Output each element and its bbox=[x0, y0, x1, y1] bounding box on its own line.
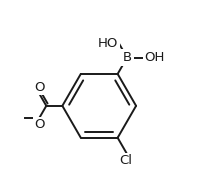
Text: Cl: Cl bbox=[120, 154, 133, 167]
Text: O: O bbox=[34, 81, 44, 94]
Text: B: B bbox=[123, 51, 132, 64]
Text: O: O bbox=[34, 118, 44, 131]
Text: OH: OH bbox=[144, 51, 164, 64]
Text: HO: HO bbox=[98, 37, 118, 50]
